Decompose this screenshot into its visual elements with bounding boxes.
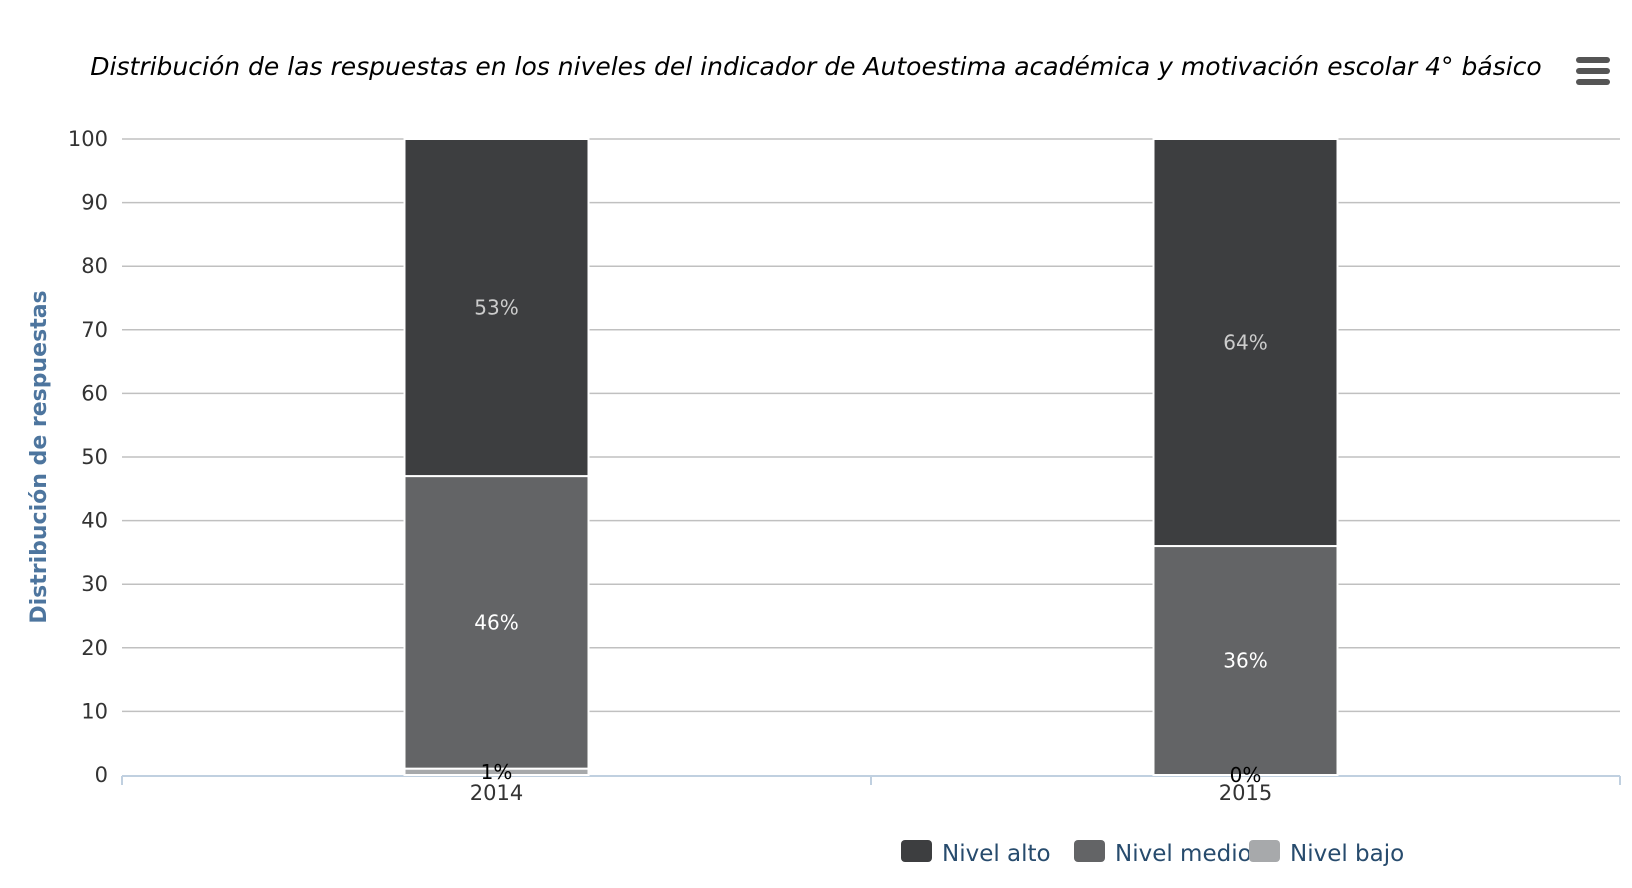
y-tick-label: 40	[81, 509, 108, 533]
y-tick-label: 0	[95, 763, 108, 787]
menu-bar	[1576, 57, 1610, 63]
bar-segment	[1152, 545, 1339, 776]
data-label: 53%	[474, 296, 518, 320]
legend-item[interactable]: Nivel medio	[1074, 840, 1252, 867]
x-tick-label: 2014	[470, 781, 523, 805]
menu-bar	[1576, 79, 1610, 85]
legend-label: Nivel bajo	[1290, 841, 1404, 867]
y-tick-label: 70	[81, 318, 108, 342]
bar-segment	[403, 475, 590, 770]
y-tick-label: 50	[81, 445, 108, 469]
data-label: 46%	[474, 610, 518, 634]
y-tick-label: 60	[81, 381, 108, 405]
bars	[403, 138, 1339, 777]
data-label: 64%	[1223, 331, 1267, 355]
y-tick-label: 100	[68, 127, 108, 151]
legend-swatch	[1249, 840, 1280, 862]
data-label: 0%	[1230, 763, 1262, 787]
y-tick-label: 30	[81, 572, 108, 596]
legend-swatch	[901, 840, 932, 862]
x-tick-label: 2015	[1219, 781, 1272, 805]
data-label: 36%	[1223, 649, 1267, 673]
y-tick-label: 80	[81, 254, 108, 278]
data-labels: 1% 46% 53% 0% 36% 64%	[474, 296, 1267, 787]
legend: Nivel alto Nivel medio Nivel bajo	[901, 840, 1404, 867]
bar-segment	[403, 138, 590, 478]
legend-label: Nivel medio	[1115, 841, 1252, 867]
data-label: 1%	[481, 760, 513, 784]
legend-item[interactable]: Nivel bajo	[1249, 840, 1404, 867]
y-tick-label: 10	[81, 699, 108, 723]
bar-segment	[1152, 138, 1339, 548]
chart-title: Distribución de las respuestas en los ni…	[90, 52, 1541, 81]
y-axis-title: Distribución de respuestas	[27, 290, 52, 623]
legend-label: Nivel alto	[942, 841, 1051, 867]
y-tick-label: 90	[81, 191, 108, 215]
y-tick-label: 20	[81, 636, 108, 660]
legend-swatch	[1074, 840, 1105, 862]
legend-item[interactable]: Nivel alto	[901, 840, 1051, 867]
hamburger-menu-icon[interactable]	[1570, 50, 1614, 90]
grid-lines: 0 10 20 30 40 50 60 70 80 90 100	[68, 127, 1620, 787]
menu-bar	[1576, 68, 1610, 74]
